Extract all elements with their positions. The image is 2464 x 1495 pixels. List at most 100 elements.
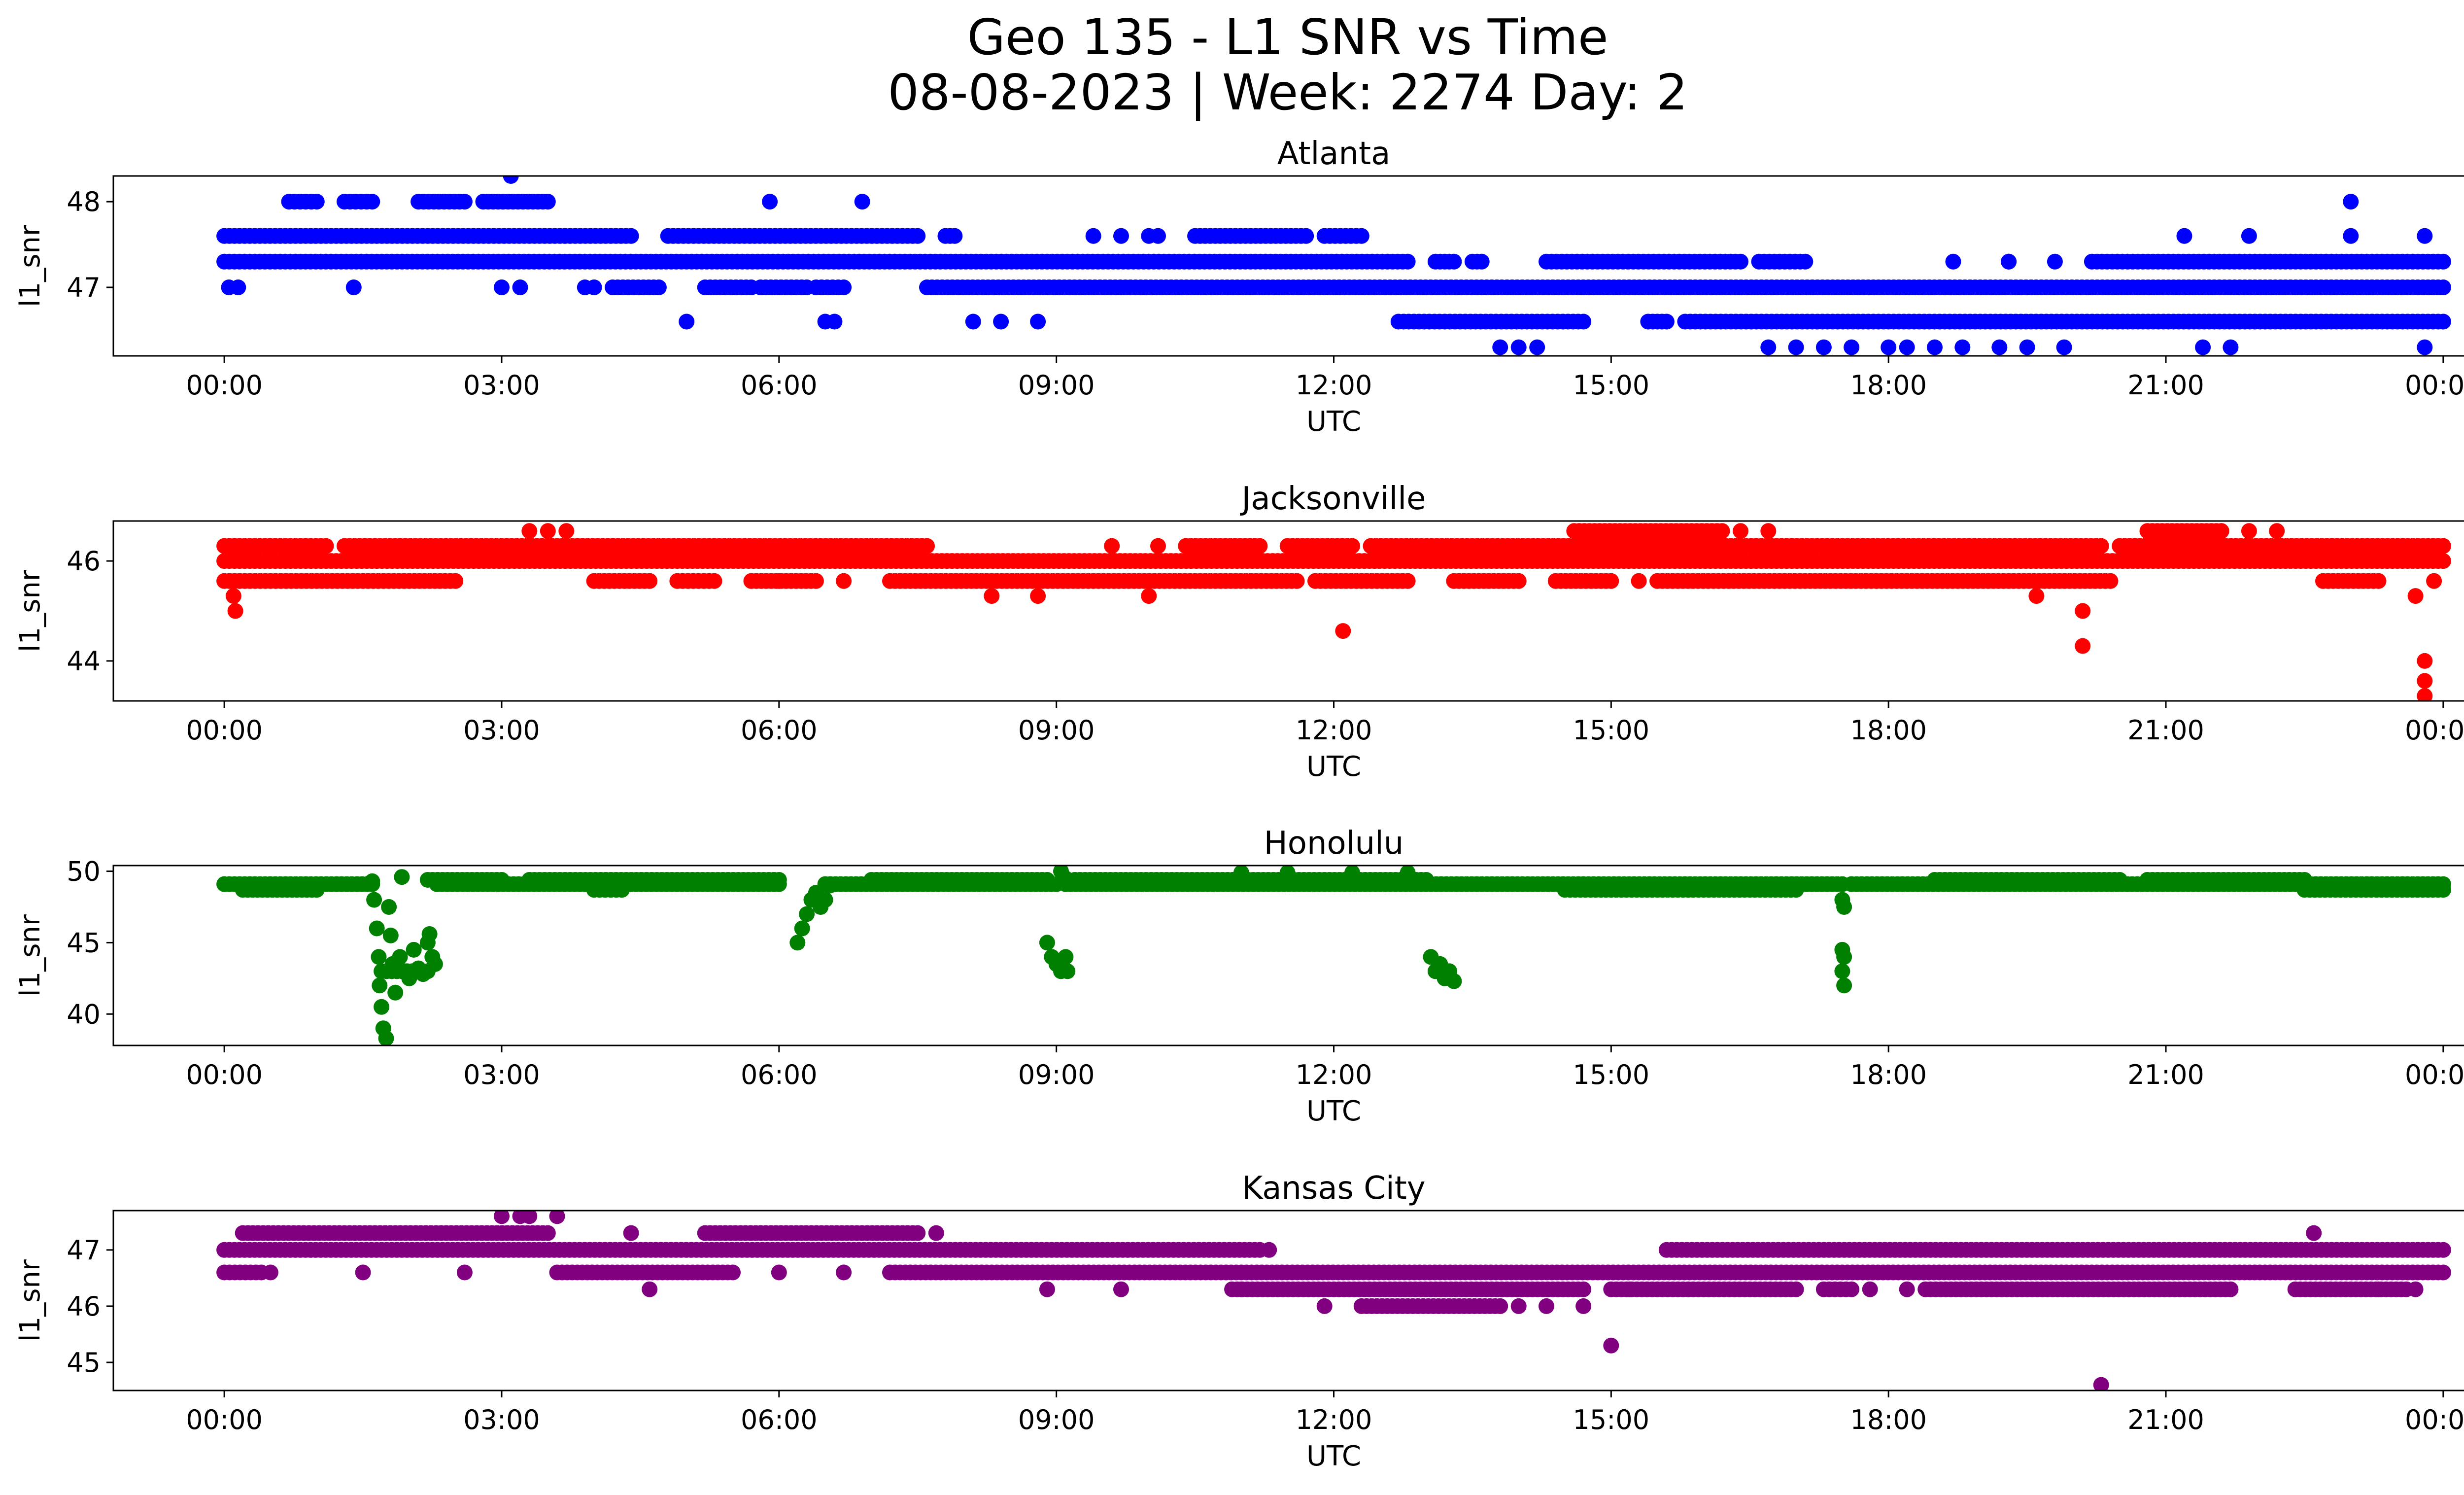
data-point <box>456 1264 473 1281</box>
x-tick-label: 21:00 <box>2127 1404 2204 1435</box>
data-point <box>1603 573 1619 589</box>
data-point <box>1141 588 1157 604</box>
data-point <box>2417 228 2433 244</box>
data-point <box>1836 899 1852 915</box>
data-point <box>1510 573 1527 589</box>
data-point <box>725 1264 741 1281</box>
data-point <box>2435 882 2451 898</box>
data-point <box>1150 538 1166 554</box>
data-point <box>1797 253 1814 270</box>
data-point <box>1927 339 1943 355</box>
data-point <box>540 194 556 210</box>
data-point <box>1991 339 2008 355</box>
data-point <box>2112 872 2128 888</box>
x-tick-label: 06:00 <box>741 1404 818 1435</box>
data-point <box>1834 963 1850 979</box>
data-point <box>826 313 843 330</box>
data-point <box>447 573 464 589</box>
x-tick-label: 03:00 <box>463 715 540 746</box>
data-point <box>558 523 575 539</box>
data-point <box>1344 866 1360 881</box>
subplot-atlanta: Atlanta 00:00 03:00 06:00 09:00 12:00 15:00 18:… <box>14 136 2464 438</box>
x-tick-label: 06:00 <box>741 1059 818 1090</box>
data-point <box>1631 573 1647 589</box>
data-point <box>2435 553 2451 569</box>
data-points <box>216 866 2451 1045</box>
x-tick-label: 12:00 <box>1296 715 1372 746</box>
data-point <box>392 949 408 965</box>
data-point <box>817 892 833 908</box>
data-point <box>1733 523 1748 539</box>
x-tick-label: 15:00 <box>1573 715 1650 746</box>
data-point <box>2102 573 2119 589</box>
data-point <box>2269 523 2285 539</box>
data-point <box>928 1225 944 1241</box>
data-point <box>1836 949 1852 965</box>
subplot-title: Kansas City <box>1242 1170 1425 1207</box>
data-point <box>836 279 852 295</box>
data-point <box>494 872 510 888</box>
data-point <box>1400 253 1416 270</box>
x-tick-label: 00:00 <box>2405 1404 2464 1435</box>
data-point <box>623 228 639 244</box>
data-point <box>1400 866 1416 881</box>
y-tick-label: 46 <box>67 546 101 577</box>
data-point <box>822 877 838 894</box>
data-point <box>1473 253 1490 270</box>
data-point <box>1335 623 1351 639</box>
x-tick-label: 00:00 <box>186 1404 263 1435</box>
data-point <box>2343 228 2359 244</box>
data-points <box>216 1211 2451 1391</box>
data-point <box>1113 228 1129 244</box>
data-point <box>771 1264 787 1281</box>
data-point <box>679 313 695 330</box>
data-point <box>919 538 935 554</box>
data-point <box>371 949 387 965</box>
data-point <box>378 1030 394 1045</box>
data-point <box>2417 339 2433 355</box>
data-point <box>421 926 438 942</box>
data-point <box>2176 228 2192 244</box>
y-tick-label: 45 <box>67 927 101 958</box>
data-point <box>318 538 334 554</box>
y-tick-label: 46 <box>67 1291 101 1322</box>
x-axis-label: UTC <box>1306 1440 1361 1472</box>
data-point <box>406 941 422 958</box>
data-point <box>374 999 390 1015</box>
data-point <box>1945 253 1961 270</box>
x-tick-label: 15:00 <box>1573 370 1650 401</box>
data-point <box>2417 673 2433 689</box>
x-tick-label: 18:00 <box>1850 1059 1927 1090</box>
data-point <box>2417 688 2433 701</box>
data-point <box>2047 253 2063 270</box>
data-point <box>1400 573 1416 589</box>
data-point <box>1085 228 1101 244</box>
data-point <box>1261 1242 1277 1258</box>
data-point <box>1233 866 1249 881</box>
data-point <box>1760 523 1777 539</box>
data-point <box>2435 253 2451 270</box>
data-point <box>2435 313 2451 330</box>
data-point <box>308 194 325 210</box>
data-point <box>355 1264 371 1281</box>
data-point <box>262 1264 278 1281</box>
data-point <box>2435 279 2451 295</box>
data-point <box>1344 538 1360 554</box>
data-point <box>2241 228 2257 244</box>
data-point <box>1510 1298 1527 1314</box>
y-tick-label: 48 <box>67 186 101 217</box>
x-tick-label: 12:00 <box>1296 370 1372 401</box>
data-point <box>494 279 510 295</box>
data-point <box>1539 1298 1554 1314</box>
data-point <box>1788 1281 1804 1297</box>
y-axis-label: l1_snr <box>14 224 46 307</box>
y-tick-label: 47 <box>67 272 101 303</box>
data-point <box>308 882 325 898</box>
data-point <box>836 573 852 589</box>
data-point <box>799 906 815 922</box>
x-tick-label: 12:00 <box>1296 1404 1372 1435</box>
data-point <box>2093 538 2109 554</box>
x-tick-label: 21:00 <box>2127 1059 2204 1090</box>
data-point <box>1446 253 1462 270</box>
subplot-title: Honolulu <box>1264 825 1404 862</box>
